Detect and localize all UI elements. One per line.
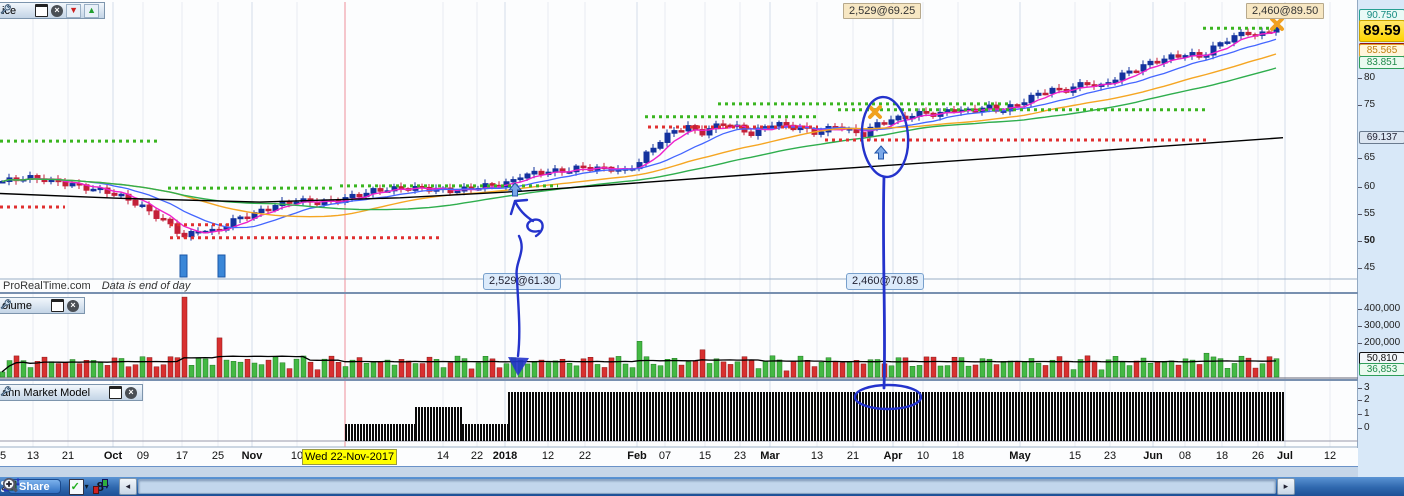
axis-footer-strip bbox=[0, 466, 1404, 478]
scrollbar-right-button[interactable]: ▸ bbox=[1276, 478, 1295, 495]
display-options-icon[interactable]: ✓ ▾ bbox=[68, 478, 89, 495]
model-scale-label: 1 bbox=[1364, 408, 1370, 419]
trade-label-buy2[interactable]: 2,460@70.85 bbox=[846, 273, 925, 290]
price-scale[interactable]: 80 75 65 60 55 50 45 400,000 300,000 200,000 3 2 1 0 9… bbox=[1358, 0, 1404, 477]
axis-label: 18 bbox=[951, 450, 965, 462]
axis-label: 07 bbox=[658, 450, 672, 462]
axis-label: Feb bbox=[627, 450, 647, 462]
axis-label: Nov bbox=[241, 450, 263, 462]
model-panel-title: ann Market Model bbox=[2, 386, 91, 399]
volume-panel-header: olume × bbox=[0, 297, 85, 314]
price-scale-label: 60 bbox=[1364, 181, 1376, 192]
trade-label-entry1[interactable]: 2,529@69.25 bbox=[843, 3, 922, 19]
axis-label: 09 bbox=[136, 450, 150, 462]
watermark: ProRealTime.com Data is end of day bbox=[3, 280, 190, 292]
axis-label: Oct bbox=[103, 450, 123, 462]
axis-label: 15 bbox=[698, 450, 712, 462]
axis-label: 22 bbox=[470, 450, 484, 462]
axis-label: 10 bbox=[916, 450, 930, 462]
volume-tag-box: 36,853 bbox=[1359, 363, 1404, 376]
price-scale-label: 55 bbox=[1364, 208, 1376, 219]
price-scale-label: 80 bbox=[1364, 72, 1376, 83]
bottom-toolbar: Share ✓▾ 8▾ ◂ ▸ bbox=[0, 477, 1404, 496]
wrench-icon[interactable] bbox=[0, 4, 32, 17]
axis-label: 5 bbox=[0, 450, 7, 462]
trade-label-exit1[interactable]: 2,460@89.50 bbox=[1246, 3, 1325, 19]
volume-scale-label: 300,000 bbox=[1364, 320, 1401, 331]
wrench-icon[interactable] bbox=[0, 386, 106, 399]
price-scale-label: 50 bbox=[1364, 235, 1376, 246]
close-icon[interactable]: × bbox=[66, 299, 79, 312]
axis-label: Mar bbox=[760, 450, 780, 462]
model-panel-header: ann Market Model × bbox=[0, 384, 144, 401]
window-icon[interactable] bbox=[35, 4, 49, 17]
trade-label-buy1[interactable]: 2,529@61.30 bbox=[483, 273, 562, 290]
axis-label: 13 bbox=[810, 450, 824, 462]
price-scale-label: 65 bbox=[1364, 152, 1376, 163]
axis-label: 13 bbox=[26, 450, 40, 462]
arrow-up-icon[interactable]: ▲ bbox=[84, 3, 100, 18]
axis-label: 23 bbox=[733, 450, 747, 462]
axis-label: Apr bbox=[883, 450, 903, 462]
axis-label: 25 bbox=[211, 450, 225, 462]
scrollbar-track[interactable] bbox=[137, 479, 1276, 494]
price-display-mode-icon[interactable]: 8▾ bbox=[92, 478, 109, 495]
wrench-icon[interactable] bbox=[0, 299, 48, 312]
axis-label: May bbox=[1009, 450, 1031, 462]
axis-label: 18 bbox=[1215, 450, 1229, 462]
time-axis[interactable]: Wed 22-Nov-2017 51321Oct091725Nov10c1422… bbox=[0, 448, 1358, 466]
window-icon[interactable] bbox=[50, 299, 64, 312]
axis-label: 23 bbox=[1103, 450, 1117, 462]
last-price-box: 89.59 bbox=[1359, 20, 1404, 42]
axis-label: 2018 bbox=[492, 450, 518, 462]
price-tag-box: 83.851 bbox=[1359, 56, 1404, 69]
axis-label: 15 bbox=[1068, 450, 1082, 462]
close-icon[interactable]: × bbox=[125, 386, 138, 399]
axis-label: 12 bbox=[541, 450, 555, 462]
window-icon[interactable] bbox=[109, 386, 123, 399]
axis-label: Jul bbox=[1277, 450, 1293, 462]
model-scale-label: 3 bbox=[1364, 382, 1370, 393]
close-icon[interactable]: × bbox=[51, 4, 64, 17]
model-scale-label: 2 bbox=[1364, 394, 1370, 405]
arrow-down-icon[interactable]: ▼ bbox=[66, 3, 82, 18]
axis-label: Jun bbox=[1143, 450, 1163, 462]
price-scale-label: 45 bbox=[1364, 262, 1376, 273]
axis-label: 21 bbox=[846, 450, 860, 462]
price-tag-box: 69.137 bbox=[1359, 131, 1404, 144]
axis-label: 17 bbox=[175, 450, 189, 462]
volume-scale-label: 200,000 bbox=[1364, 337, 1401, 348]
price-scale-label: 75 bbox=[1364, 99, 1376, 110]
selected-date-highlight: Wed 22-Nov-2017 bbox=[302, 449, 398, 465]
axis-label: 21 bbox=[61, 450, 75, 462]
axis-label: 14 bbox=[436, 450, 450, 462]
model-scale-label: 0 bbox=[1364, 422, 1370, 433]
axis-label: 08 bbox=[1178, 450, 1192, 462]
axis-label: 22 bbox=[578, 450, 592, 462]
volume-scale-label: 400,000 bbox=[1364, 303, 1401, 314]
axis-label: 12 bbox=[1323, 450, 1337, 462]
scrollbar-left-button[interactable]: ◂ bbox=[118, 478, 137, 495]
chart-canvas[interactable] bbox=[0, 0, 1358, 467]
axis-label: 26 bbox=[1251, 450, 1265, 462]
data-mode-note: Data is end of day bbox=[101, 280, 191, 292]
watermark-brand: ProRealTime.com bbox=[3, 280, 91, 292]
axis-label: 10 bbox=[290, 450, 304, 462]
price-panel-header: ice × ▼ ▲ bbox=[0, 2, 106, 19]
